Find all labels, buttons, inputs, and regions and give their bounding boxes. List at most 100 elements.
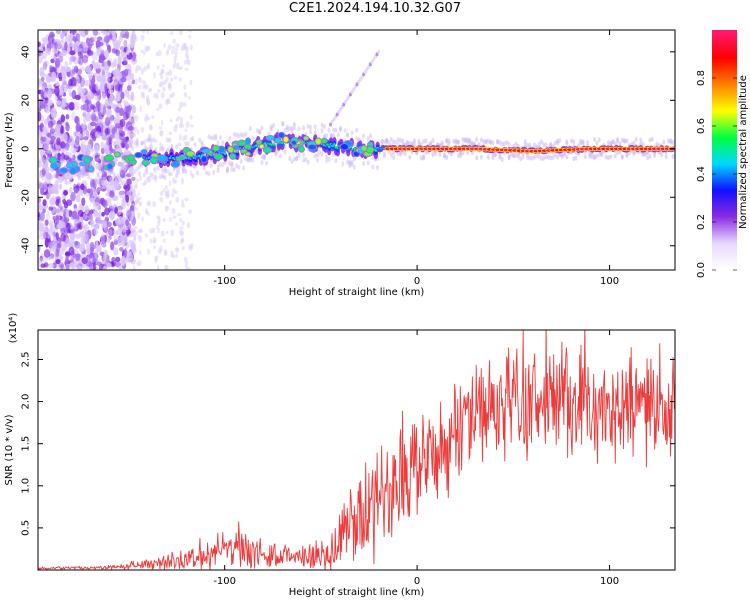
ridge-halo (304, 157, 308, 163)
ridge-halo (94, 177, 98, 183)
noise-speckle (85, 79, 92, 88)
ridge-halo (71, 154, 75, 160)
ridge-halo (618, 149, 622, 155)
noise-speckle (181, 43, 185, 51)
ridge-halo (313, 124, 317, 130)
ridge-halo (38, 173, 42, 179)
ridge-halo (96, 173, 100, 179)
ridge-halo (461, 150, 465, 156)
ridge-blob (244, 137, 252, 146)
spectrogram-heatmap (38, 30, 675, 270)
noise-speckle (169, 200, 172, 205)
noise-speckle (178, 77, 182, 82)
colorbar-segment (712, 106, 737, 109)
ridge-halo (184, 168, 188, 174)
noise-speckle (64, 41, 68, 50)
noise-speckle (65, 180, 70, 186)
ridge-halo (158, 146, 162, 152)
ridge-halo (389, 136, 393, 142)
ridge-halo (126, 161, 130, 167)
ridge-halo (209, 163, 213, 169)
ridge-halo (73, 149, 77, 155)
ridge-halo (648, 154, 652, 160)
noise-speckle (77, 209, 84, 217)
noise-speckle (189, 137, 194, 142)
colorbar-segment (712, 52, 737, 55)
noise-speckle (56, 120, 63, 126)
noise-speckle (160, 147, 165, 152)
ridge-halo (385, 139, 389, 145)
ridge-halo (105, 149, 109, 155)
ridge-halo (149, 172, 153, 178)
noise-speckle (78, 55, 83, 60)
ridge-halo (392, 155, 396, 161)
ridge-halo (327, 127, 331, 133)
noise-speckle (153, 245, 156, 250)
noise-speckle (166, 189, 170, 193)
colorbar-segment (712, 76, 737, 79)
noise-speckle (114, 261, 122, 268)
spec-x-tick-label: -100 (213, 276, 236, 287)
noise-speckle (185, 121, 190, 128)
noise-speckle (63, 201, 69, 209)
ridge-halo (140, 140, 144, 146)
noise-speckle (85, 265, 92, 270)
colorbar-segment (712, 88, 737, 91)
noise-speckle (95, 82, 99, 92)
noise-speckle (80, 183, 85, 191)
ridge-halo (530, 155, 534, 161)
ridge-halo (41, 175, 45, 181)
noise-speckle (173, 126, 178, 133)
noise-speckle (47, 149, 54, 154)
ridge-halo (623, 138, 627, 144)
ridge-halo (535, 153, 539, 159)
ridge-halo (244, 131, 248, 137)
ridge-halo (325, 133, 329, 139)
ridge-halo (278, 153, 282, 159)
ridge-halo (329, 133, 333, 139)
colorbar-segment (712, 112, 737, 115)
colorbar-segment (712, 238, 737, 241)
noise-speckle (147, 200, 151, 207)
ridge-halo (318, 150, 322, 156)
noise-speckle (65, 237, 70, 245)
noise-speckle (164, 168, 170, 174)
noise-speckle (49, 197, 56, 206)
noise-speckle (90, 121, 97, 127)
noise-speckle (179, 133, 182, 141)
ridge-halo (611, 139, 615, 145)
noise-speckle (90, 219, 95, 228)
ridge-halo (382, 153, 386, 159)
noise-speckle (60, 32, 65, 38)
noise-speckle (105, 262, 112, 268)
ridge-halo (71, 142, 75, 148)
noise-speckle (126, 47, 130, 56)
noise-speckle (131, 176, 136, 181)
snr-x-tick-label: 0 (414, 576, 420, 587)
ridge-halo (221, 161, 225, 167)
ridge-halo (489, 139, 493, 145)
noise-speckle (119, 118, 126, 128)
noise-speckle (115, 106, 120, 114)
colorbar-segment (712, 230, 737, 233)
ridge-halo (281, 121, 285, 127)
noise-speckle (40, 187, 45, 196)
colorbar-segment (712, 228, 737, 231)
noise-speckle (177, 66, 182, 70)
noise-speckle (173, 190, 179, 194)
noise-speckle (80, 104, 85, 111)
noise-speckle (56, 123, 62, 133)
ridge-blob (302, 135, 310, 141)
ridge-blob (265, 134, 275, 141)
noise-speckle (159, 130, 164, 137)
colorbar-tick-label: 0.6 (696, 118, 707, 134)
ridge-halo (292, 156, 296, 162)
colorbar-segment (712, 198, 737, 201)
ridge-halo (306, 159, 310, 165)
noise-speckle (74, 94, 81, 101)
ridge-halo (507, 155, 511, 161)
colorbar-segment (712, 96, 737, 99)
ridge-halo (479, 137, 483, 143)
colorbar-segment (712, 174, 737, 177)
ridge-core (281, 141, 284, 145)
